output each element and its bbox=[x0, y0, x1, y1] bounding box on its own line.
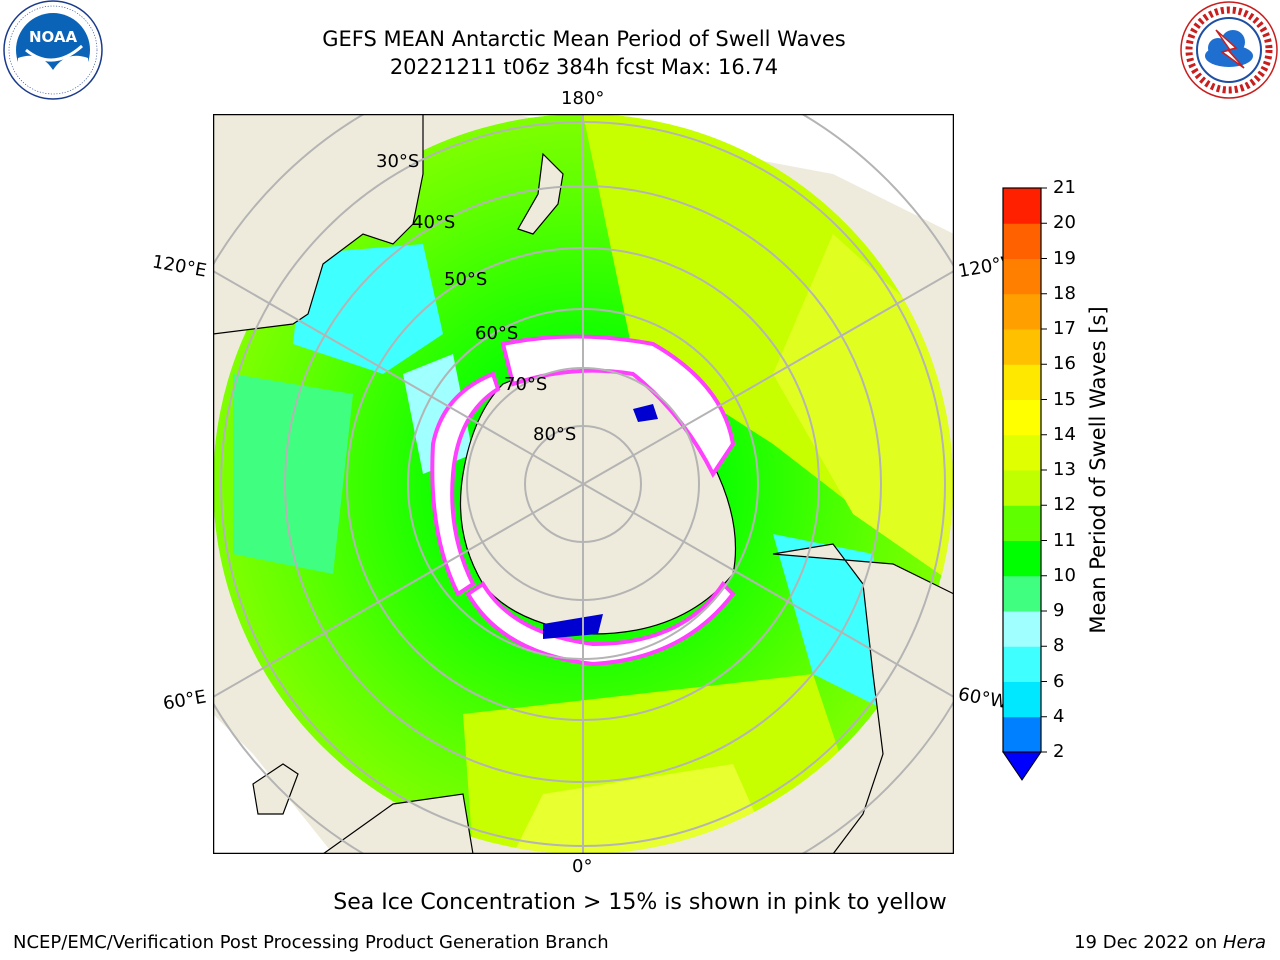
colorbar-tick-label: 10 bbox=[1053, 564, 1076, 586]
colorbar-segment bbox=[1003, 329, 1041, 365]
colorbar-tick-label: 15 bbox=[1053, 388, 1076, 410]
colorbar-label: Mean Period of Swell Waves [s] bbox=[1086, 306, 1110, 634]
lat-label: 80°S bbox=[533, 424, 577, 445]
south-america-land bbox=[772, 543, 954, 854]
swell-region-10s bbox=[233, 374, 353, 574]
colorbar-tick-label: 20 bbox=[1053, 212, 1076, 234]
nws-logo bbox=[1180, 1, 1278, 99]
lon-label-left-upper: 120°E bbox=[150, 251, 209, 282]
lat-label: 40°S bbox=[412, 212, 456, 233]
production-date-text: 19 Dec 2022 on bbox=[1074, 932, 1223, 953]
colorbar-segment bbox=[1003, 293, 1041, 330]
noaa-logo: NOAA bbox=[3, 0, 103, 100]
production-date: 19 Dec 2022 on Hera bbox=[1074, 932, 1266, 953]
colorbar-tick-label: 6 bbox=[1053, 670, 1065, 692]
sea-ice-note: Sea Ice Concentration > 15% is shown in … bbox=[333, 890, 947, 915]
colorbar-segment bbox=[1003, 646, 1041, 682]
colorbar-tick-label: 2 bbox=[1053, 741, 1065, 762]
lat-label: 50°S bbox=[444, 269, 488, 290]
sea-ice-ring bbox=[430, 371, 501, 597]
colorbar-tick-label: 12 bbox=[1053, 494, 1076, 516]
meridian-line bbox=[213, 270, 954, 698]
colorbar-segment bbox=[1003, 611, 1041, 647]
colorbar-tick-label: 16 bbox=[1053, 353, 1076, 375]
colorbar-tick-label: 18 bbox=[1053, 282, 1076, 304]
colorbar-tick-label: 13 bbox=[1053, 459, 1076, 480]
producer-credit: NCEP/EMC/Verification Post Processing Pr… bbox=[13, 932, 609, 953]
madagascar-land bbox=[252, 763, 299, 815]
production-machine: Hera bbox=[1222, 932, 1266, 953]
swell-region-8s bbox=[293, 244, 443, 374]
sea-ice-concentrated bbox=[543, 614, 603, 639]
lon-label-top: 180° bbox=[561, 88, 605, 109]
colorbar-segment bbox=[1003, 575, 1041, 612]
colorbar-segment bbox=[1003, 188, 1041, 224]
swell-region-14s bbox=[773, 234, 953, 584]
lat-label: 70°S bbox=[504, 374, 548, 395]
colorbar-tick-label: 4 bbox=[1053, 705, 1065, 727]
map-subtitle: 20221211 t06z 384h fcst Max: 16.74 bbox=[389, 55, 779, 79]
colorbar-segment bbox=[1003, 223, 1041, 259]
sea-ice-concentrated bbox=[633, 404, 658, 422]
colorbar-segment bbox=[1003, 399, 1041, 436]
colorbar-segment bbox=[1003, 258, 1041, 295]
graticule bbox=[213, 114, 954, 854]
swell-field bbox=[213, 114, 953, 854]
lon-label-bottom: 0° bbox=[572, 856, 593, 877]
colorbar-segment bbox=[1003, 681, 1041, 718]
africa-land bbox=[321, 793, 474, 854]
lon-label-left-lower: 60°E bbox=[161, 686, 208, 715]
colorbar bbox=[1002, 187, 1047, 781]
lat-label: 60°S bbox=[475, 323, 519, 344]
colorbar-segment bbox=[1003, 716, 1041, 753]
colorbar-segment bbox=[1003, 364, 1041, 400]
ocean-white-corner bbox=[513, 114, 954, 234]
colorbar-tick-label: 14 bbox=[1053, 423, 1076, 445]
colorbar-segment bbox=[1003, 434, 1041, 471]
map-title: GEFS MEAN Antarctic Mean Period of Swell… bbox=[322, 27, 846, 51]
swell-region-14s bbox=[513, 764, 773, 854]
colorbar-tick-label: 11 bbox=[1053, 529, 1076, 551]
colorbar-segment bbox=[1003, 505, 1041, 541]
new-zealand-land bbox=[517, 152, 564, 235]
colorbar-tick-label: 17 bbox=[1053, 318, 1076, 339]
colorbar-tick-label: 8 bbox=[1053, 635, 1065, 657]
australia-land bbox=[213, 114, 424, 335]
svg-text:NOAA: NOAA bbox=[29, 28, 78, 46]
colorbar-segment bbox=[1003, 470, 1041, 506]
colorbar-tick-label: 19 bbox=[1053, 247, 1076, 269]
colorbar-tick-label: 21 bbox=[1053, 177, 1076, 198]
colorbar-tick-label: 9 bbox=[1053, 600, 1065, 621]
map-panel bbox=[213, 114, 954, 854]
colorbar-under-arrow bbox=[1002, 751, 1042, 781]
lat-label: 30°S bbox=[376, 151, 420, 172]
colorbar-segment bbox=[1003, 540, 1041, 577]
